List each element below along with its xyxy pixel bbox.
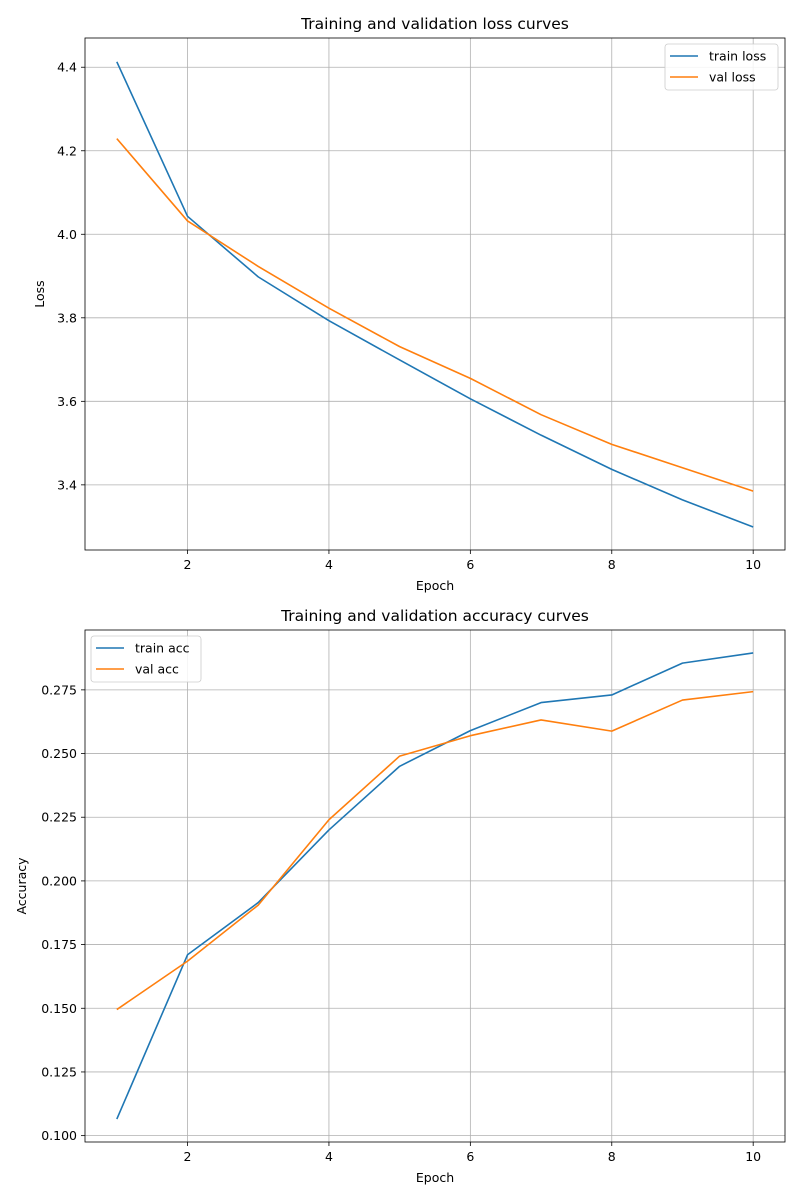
x-tick-label: 4 — [325, 557, 333, 572]
y-tick-label: 4.4 — [57, 60, 77, 75]
plot-frame — [84, 37, 786, 551]
x-axis-label: Epoch — [416, 578, 454, 593]
series-line-train-loss — [116, 61, 754, 528]
y-tick-label: 0.250 — [41, 746, 77, 761]
accuracy-chart: 2 4 6 8 10 0.100 0.125 0.150 0.175 0.200 0.225 0.25… — [14, 607, 786, 1185]
chart-title: Training and validation loss curves — [300, 15, 569, 33]
loss-chart: 2 4 6 8 10 3.4 3.6 3.8 4.0 4.2 4.4 Training and val… — [32, 15, 786, 593]
y-tick-label: 0.150 — [41, 1001, 77, 1016]
y-tick-label: 4.0 — [57, 227, 77, 242]
chart-title: Training and validation accuracy curves — [280, 607, 589, 625]
y-tick-label: 3.8 — [57, 310, 77, 325]
y-tick-label: 0.175 — [41, 937, 77, 952]
x-tick-label: 6 — [466, 557, 474, 572]
y-axis-label: Accuracy — [14, 857, 29, 915]
y-tick-label: 3.4 — [57, 477, 77, 492]
legend-label: val acc — [135, 662, 179, 677]
x-tick-label: 8 — [608, 1149, 616, 1164]
y-axis-label: Loss — [32, 280, 47, 307]
y-tick-label: 4.2 — [57, 143, 77, 158]
legend-label: train loss — [709, 49, 766, 64]
series-line-train-acc — [116, 652, 754, 1120]
x-tick-label: 2 — [184, 1149, 192, 1164]
y-tick-label: 0.225 — [41, 810, 77, 825]
y-tick-label: 0.275 — [41, 682, 77, 697]
y-tick-label: 0.125 — [41, 1064, 77, 1079]
y-tick-label: 0.200 — [41, 873, 77, 888]
legend: train acc val acc — [90, 635, 202, 683]
legend-label: train acc — [135, 641, 190, 656]
x-tick-label: 8 — [608, 557, 616, 572]
x-axis-label: Epoch — [416, 1170, 454, 1185]
y-tick-label: 0.100 — [41, 1128, 77, 1143]
x-tick-label: 2 — [184, 557, 192, 572]
y-tick-label: 3.6 — [57, 394, 77, 409]
x-tick-label: 10 — [745, 1149, 761, 1164]
legend-label: val loss — [709, 70, 756, 85]
plot-frame — [84, 629, 786, 1143]
legend: train loss val loss — [664, 43, 779, 91]
x-tick-label: 4 — [325, 1149, 333, 1164]
series-line-val-acc — [116, 690, 754, 1011]
series-line-val-loss — [116, 138, 754, 492]
x-tick-label: 10 — [745, 557, 761, 572]
x-tick-label: 6 — [466, 1149, 474, 1164]
